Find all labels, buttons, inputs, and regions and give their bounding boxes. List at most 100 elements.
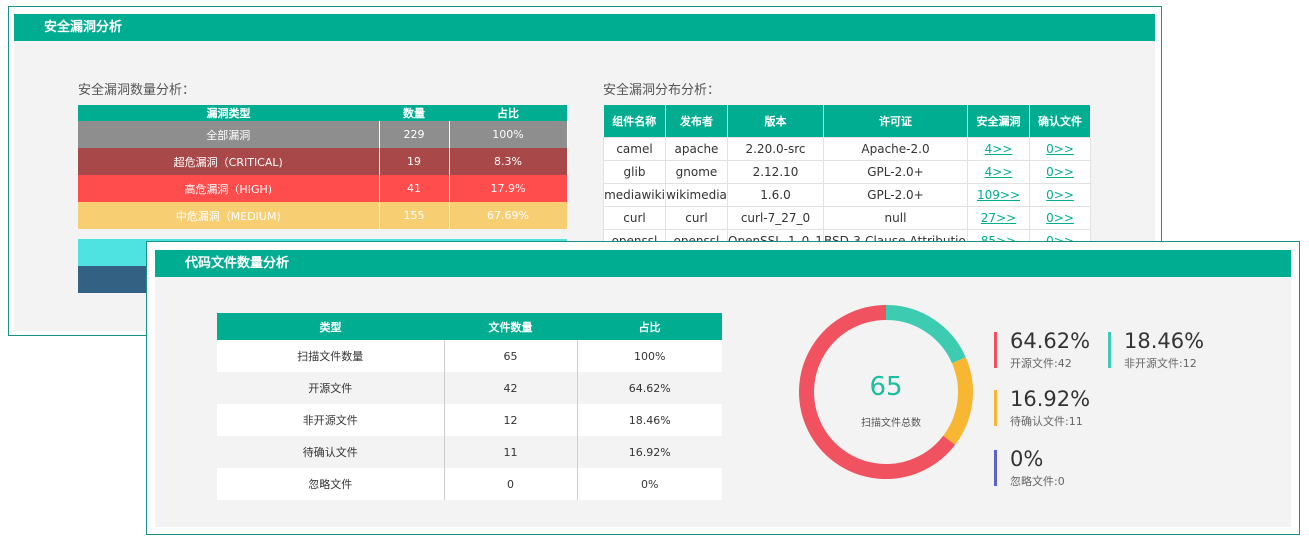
row: 扫描文件数量 65 100% (217, 340, 722, 372)
cell: 2.12.10 (727, 160, 824, 184)
cell: 全部漏洞 (78, 121, 380, 148)
dist-table: 组件名称 发布者 版本 许可证 安全漏洞 确认文件 camel apache 2.20.0-sr… (603, 105, 1091, 253)
donut-segment (799, 305, 956, 479)
cell: 0% (641, 477, 659, 491)
cell: curl (603, 206, 666, 230)
row: 中危漏洞（MEDIUM) 155 67.69% (78, 202, 568, 229)
cell: curl-7_27_0 (727, 206, 824, 230)
cell: 0>> (1029, 137, 1091, 161)
header-row: 漏洞类型 数量 占比 (78, 105, 567, 121)
cell: 高危漏洞（HIGH) (78, 175, 380, 202)
link[interactable]: 27>> (980, 211, 1017, 225)
cell: 忽略文件 (217, 468, 445, 500)
cell: curl (665, 206, 728, 230)
legend-value: 0% (1010, 447, 1043, 471)
header-row: 类型 文件数量 占比 (217, 313, 722, 340)
donut-chart: 65 扫描文件总数 64.62% 开源文件:42 18.46% 非开源文件:12 16.… (799, 305, 1204, 488)
row: camel apache 2.20.0-src Apache-2.0 4>> 0>> (603, 137, 1091, 161)
link[interactable]: 0>> (1046, 188, 1074, 202)
cell: 18.46% (628, 413, 671, 427)
cell: 0>> (1029, 206, 1091, 230)
cell: 155 (379, 202, 450, 229)
cell: gnome (665, 160, 728, 184)
center-label: 扫描文件总数 (861, 416, 921, 429)
header-cell: 数量 (379, 105, 449, 121)
link[interactable]: 0>> (1046, 211, 1074, 225)
donut-segment (885, 305, 966, 364)
header-cell: 漏洞类型 (78, 105, 379, 121)
link[interactable]: 109>> (976, 188, 1020, 202)
header-cell: 占比 (449, 105, 567, 121)
cell: 扫描文件数量 (217, 340, 445, 372)
legend-swatch (994, 390, 997, 426)
file-table: 类型 文件数量 占比 扫描文件数量 65 100% 开源文件 42 64.62% 非开源文件 12 1… (217, 313, 722, 500)
header-cell: 许可证 (823, 105, 968, 138)
cell: 1.6.0 (727, 183, 824, 207)
link[interactable]: 0>> (1046, 142, 1074, 156)
caption: 安全漏洞数量分析： (78, 83, 196, 98)
row: 开源文件 42 64.62% (217, 372, 722, 404)
cell: 100% (634, 349, 666, 363)
cell: 0>> (1029, 183, 1091, 207)
cell: 27>> (967, 206, 1030, 230)
legend-value: 16.92% (1010, 387, 1090, 411)
caption: 安全漏洞分布分析： (603, 83, 721, 98)
link[interactable]: 4>> (984, 165, 1013, 179)
cell: 17.9% (449, 175, 568, 202)
legend-label: 待确认文件:11 (1010, 414, 1083, 428)
donut-segment (943, 357, 973, 445)
cell: 待确认文件 (217, 436, 445, 468)
cell: null (823, 206, 968, 230)
cell: mediawiki (603, 183, 666, 207)
cell: glib (603, 160, 666, 184)
link[interactable]: 0>> (1046, 165, 1074, 179)
header-cell: 确认文件 (1029, 105, 1091, 138)
header-cell: 版本 (727, 105, 824, 138)
cell: GPL-2.0+ (823, 160, 968, 184)
cell: 0 (444, 468, 578, 500)
cell: apache (665, 137, 728, 161)
cell: 超危漏洞（CRITICAL) (78, 148, 380, 175)
row: 非开源文件 12 18.46% (217, 404, 722, 436)
legend-label: 非开源文件:12 (1124, 356, 1197, 370)
row: 超危漏洞（CRITICAL) 19 8.3% (78, 148, 568, 175)
count-table: 漏洞类型 数量 占比 全部漏洞 229 100% 超危漏洞（CRITICAL) 19 8.3% 高… (78, 105, 568, 229)
header-cell: 文件数量 (444, 313, 577, 340)
cell: 非开源文件 (217, 404, 445, 436)
link[interactable]: 4>> (984, 142, 1013, 156)
cell: GPL-2.0+ (823, 183, 968, 207)
cell: wikimedia (665, 183, 728, 207)
legend-swatch (994, 332, 997, 368)
header-cell: 安全漏洞 (967, 105, 1030, 138)
row: curl curl curl-7_27_0 null 27>> 0>> (603, 206, 1091, 230)
cell: camel (603, 137, 666, 161)
cell: 109>> (967, 183, 1030, 207)
header-cell: 发布者 (665, 105, 728, 138)
legend-value: 18.46% (1124, 329, 1204, 353)
row: glib gnome 2.12.10 GPL-2.0+ 4>> 0>> (603, 160, 1091, 184)
cell: 42 (444, 372, 578, 404)
legend-swatch (994, 450, 997, 486)
cell: 16.92% (628, 445, 671, 459)
center-value: 65 (869, 372, 902, 402)
cell: 11 (444, 436, 578, 468)
row: mediawiki wikimedia 1.6.0 GPL-2.0+ 109>> 0>> (603, 183, 1091, 207)
cell: 65 (444, 340, 578, 372)
cell: 开源文件 (217, 372, 445, 404)
cell: 67.69% (449, 202, 568, 229)
header-cell: 组件名称 (603, 105, 666, 138)
row: 全部漏洞 229 100% (78, 121, 568, 148)
legend-value: 64.62% (1010, 329, 1090, 353)
cell: 中危漏洞（MEDIUM) (78, 202, 380, 229)
legend-label: 忽略文件:0 (1010, 474, 1065, 488)
row: 高危漏洞（HIGH) 41 17.9% (78, 175, 568, 202)
legend-swatch (1108, 332, 1111, 368)
code-panel: 代码文件数量分析 类型 文件数量 占比 扫描文件数量 65 100% 开源文件 42 64.62… (146, 241, 1300, 535)
panel-title: 安全漏洞分析 (14, 14, 1155, 41)
cell: 229 (379, 121, 450, 148)
header-row: 组件名称 发布者 版本 许可证 安全漏洞 确认文件 (603, 105, 1091, 138)
cell: 100% (449, 121, 568, 148)
row: 待确认文件 11 16.92% (217, 436, 722, 468)
cell: 19 (379, 148, 450, 175)
